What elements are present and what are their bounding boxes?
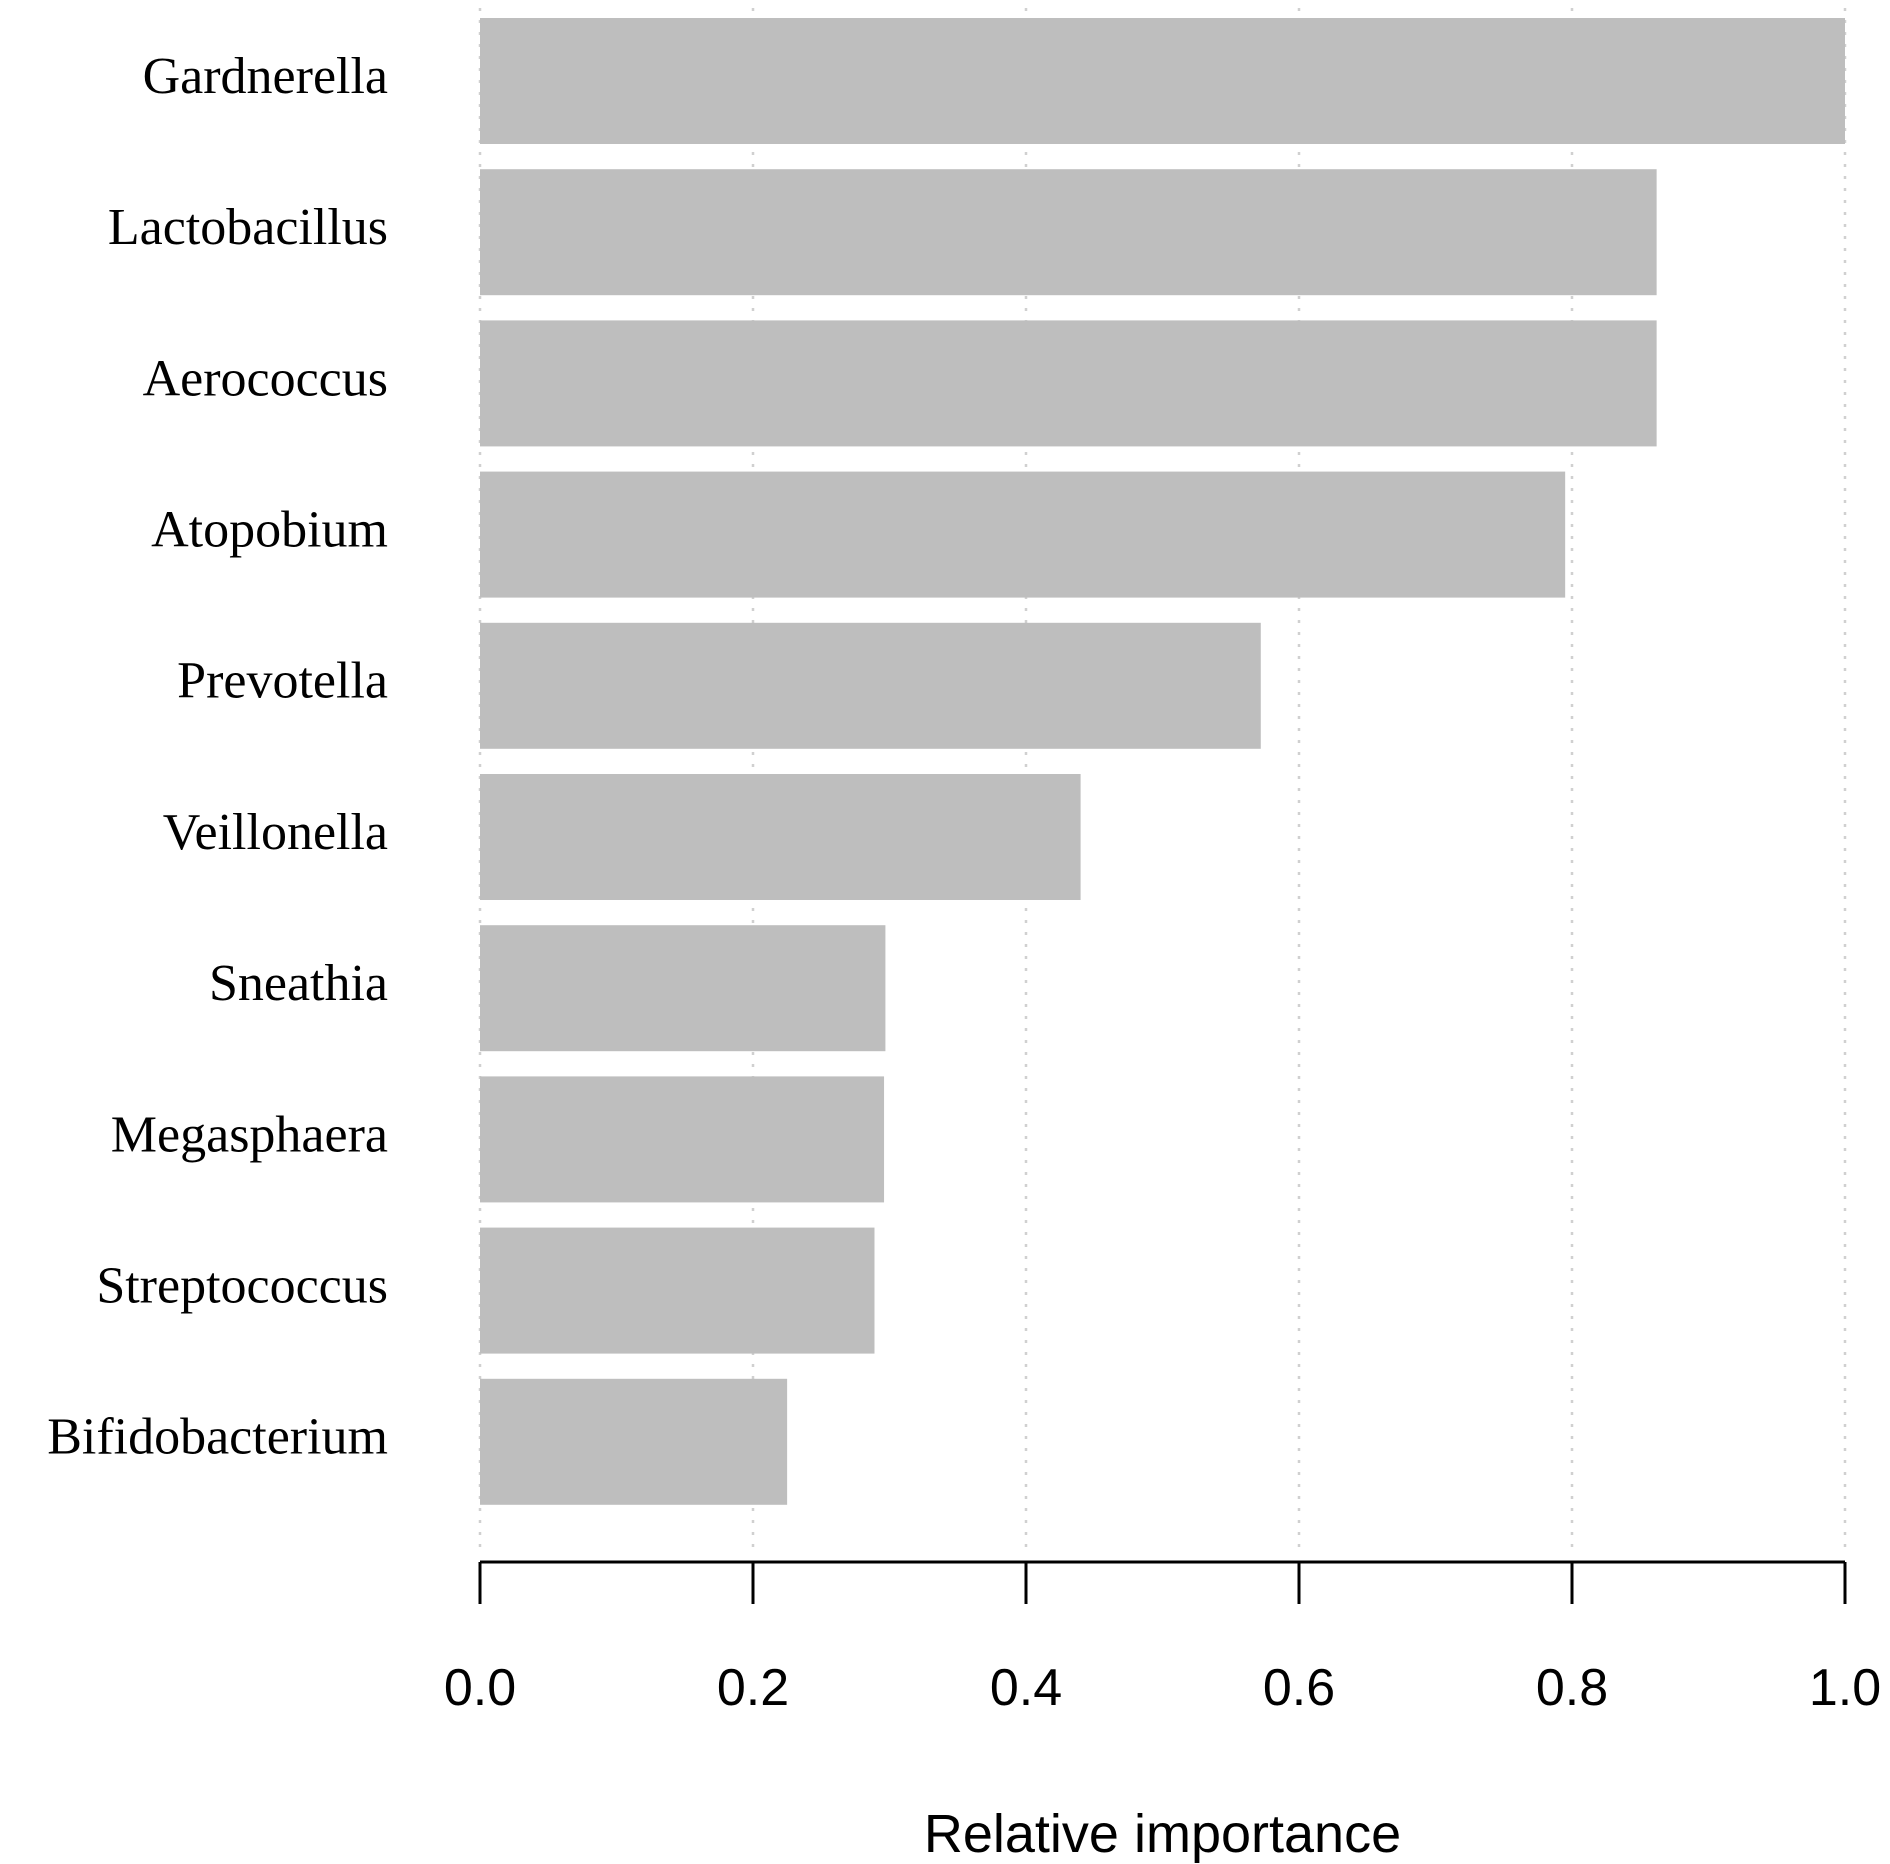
bar-megasphaera xyxy=(480,1076,885,1203)
bar-gardnerella xyxy=(480,18,1845,144)
x-tick-label-3: 0.6 xyxy=(1263,1659,1335,1717)
x-tick-label-0: 0.0 xyxy=(444,1659,516,1717)
category-label-bifidobacterium: Bifidobacterium xyxy=(47,1409,388,1466)
bar-atopobium xyxy=(480,471,1566,598)
category-labels: Gardnerella Lactobacillus Aerococcus Atopob… xyxy=(47,48,388,1466)
bar-veillonella xyxy=(480,774,1081,900)
x-axis-title: Relative importance xyxy=(924,1804,1401,1864)
bar-sneathia xyxy=(480,925,886,1052)
bar-bifidobacterium xyxy=(480,1378,788,1505)
bar-prevotella xyxy=(480,622,1261,749)
category-label-veillonella: Veillonella xyxy=(163,804,388,861)
bar-lactobacillus xyxy=(480,169,1657,296)
bar-aerococcus xyxy=(480,320,1657,447)
category-label-gardnerella: Gardnerella xyxy=(143,48,388,105)
category-label-sneathia: Sneathia xyxy=(209,955,388,1012)
category-label-atopobium: Atopobium xyxy=(151,502,388,559)
x-tick-label-1: 0.2 xyxy=(717,1659,789,1717)
x-axis: 0.0 0.2 0.4 0.6 0.8 1.0 xyxy=(444,1560,1881,1717)
x-tick-label-2: 0.4 xyxy=(990,1659,1062,1717)
bars xyxy=(480,18,1845,1505)
category-label-streptococcus: Streptococcus xyxy=(96,1258,388,1315)
category-label-aerococcus: Aerococcus xyxy=(143,350,388,407)
x-tick-label-5: 1.0 xyxy=(1809,1659,1881,1717)
bar-streptococcus xyxy=(480,1227,875,1354)
category-label-megasphaera: Megasphaera xyxy=(111,1106,388,1163)
category-label-prevotella: Prevotella xyxy=(177,653,388,710)
x-tick-label-4: 0.8 xyxy=(1536,1659,1608,1717)
category-label-lactobacillus: Lactobacillus xyxy=(108,199,388,256)
